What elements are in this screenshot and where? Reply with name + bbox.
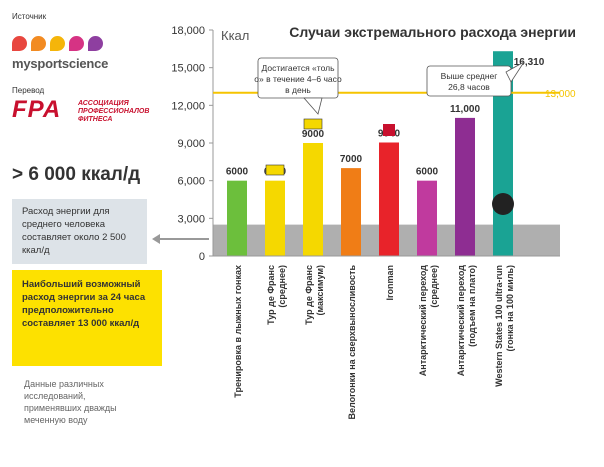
x-category-label: Тренировка в лыжных гонках [233, 265, 243, 398]
annotation-text: в день [285, 85, 311, 95]
bar-value-label: 16,310 [514, 57, 545, 68]
bar [379, 142, 399, 256]
x-category-label: Тур де Франс(среднее) [266, 265, 287, 325]
bar-value-label: 11,000 [450, 104, 480, 115]
annotation-text: Достигается «толь [261, 63, 335, 73]
bar [265, 180, 285, 256]
x-category-label-line: Тур де Франс [266, 265, 276, 325]
x-category-label-line: Велогонки на сверхвыносливость [347, 265, 357, 420]
bar [303, 143, 323, 256]
annotation-text: 26,8 часов [448, 82, 490, 92]
fpa-logo: FPA [12, 96, 62, 123]
x-category-label-line: Ironman [385, 265, 395, 301]
annotation-text: Выше среднег [441, 71, 498, 81]
logo-dot-icon [88, 36, 103, 51]
western-states-logo-icon [492, 193, 514, 215]
y-tick-label: 6,000 [177, 176, 205, 188]
y-tick-label: 9,000 [177, 138, 205, 150]
average-person-box: Расход энергии для среднего человека сос… [12, 199, 147, 264]
fpa-name: АССОЦИАЦИЯ ПРОФЕССИОНАЛОВ ФИТНЕСА [78, 100, 150, 123]
logo-dot-icon [31, 36, 46, 51]
x-category-label: Ironman [385, 265, 395, 301]
annotation-pointer [505, 61, 525, 83]
y-axis-label: Ккал [221, 28, 249, 43]
ironman-logo-icon [383, 124, 395, 136]
x-category-label: Антарктический переход(среднее) [418, 265, 439, 376]
y-tick-label: 12,000 [171, 100, 205, 112]
headline-kcal: > 6 000 ккал/д [12, 164, 141, 185]
mysportscience-logo-icon [12, 36, 132, 52]
bar-value-label: 6000 [416, 167, 439, 178]
footnote: Данные различных исследований, применявш… [24, 379, 117, 425]
annotation-text: о» в течение 4–6 часо [254, 74, 342, 84]
bar [227, 180, 247, 256]
x-category-label: Western States 100 ultra-run(гонка на 10… [494, 265, 515, 387]
source-brand: mysportscience [12, 56, 109, 71]
annotation-western-states: Выше среднег 26,8 часов [426, 61, 525, 97]
logo-dot-icon [69, 36, 84, 51]
max-expenditure-box: Наибольший возможный расход энергии за 2… [12, 270, 162, 366]
translation-label: Перевод [12, 86, 45, 95]
bar [455, 117, 475, 256]
annotation-box [257, 57, 339, 99]
x-category-label-line: Антарктический переход [418, 265, 428, 376]
tour-de-france-logo-icon [303, 118, 323, 130]
bar-value-label: 7000 [340, 154, 363, 165]
bar [417, 180, 437, 256]
x-category-label-line: Тур де Франс [304, 265, 314, 325]
logo-dot-icon [12, 36, 27, 51]
bar-value-label: 9000 [302, 129, 325, 140]
x-category-label-line: (подъем на плато) [467, 265, 477, 347]
x-category-label-line: (среднее) [429, 265, 439, 308]
x-category-label: Велогонки на сверхвыносливость [347, 265, 357, 420]
x-category-label: Тур де Франс(максимум) [304, 265, 325, 325]
bar [341, 168, 361, 256]
y-tick-label: 0 [199, 251, 205, 263]
x-category-label-line: (среднее) [277, 265, 287, 308]
bar-value-label: 6000 [226, 167, 249, 178]
x-category-label: Антарктический переход(подъем на плато) [456, 265, 477, 376]
x-category-label-line: Western States 100 ultra-run [494, 265, 504, 387]
tour-de-france-logo-icon [265, 164, 285, 176]
chart-title: Случаи экстремального расхода энергии [289, 24, 576, 40]
y-tick-label: 3,000 [177, 213, 205, 225]
x-category-label-line: (максимум) [315, 265, 325, 316]
y-tick-label: 18,000 [171, 25, 205, 37]
source-label: Источник [12, 12, 47, 21]
reference-line-label: 13,000 [545, 89, 576, 100]
x-category-label-line: Антарктический переход [456, 265, 466, 376]
x-category-label-line: Тренировка в лыжных гонках [233, 265, 243, 398]
annotation-pointer [303, 97, 323, 115]
y-tick-label: 15,000 [171, 63, 205, 75]
arrow-left-icon [152, 234, 160, 244]
logo-dot-icon [50, 36, 65, 51]
x-category-label-line: (гонка на 100 миль) [505, 265, 515, 351]
